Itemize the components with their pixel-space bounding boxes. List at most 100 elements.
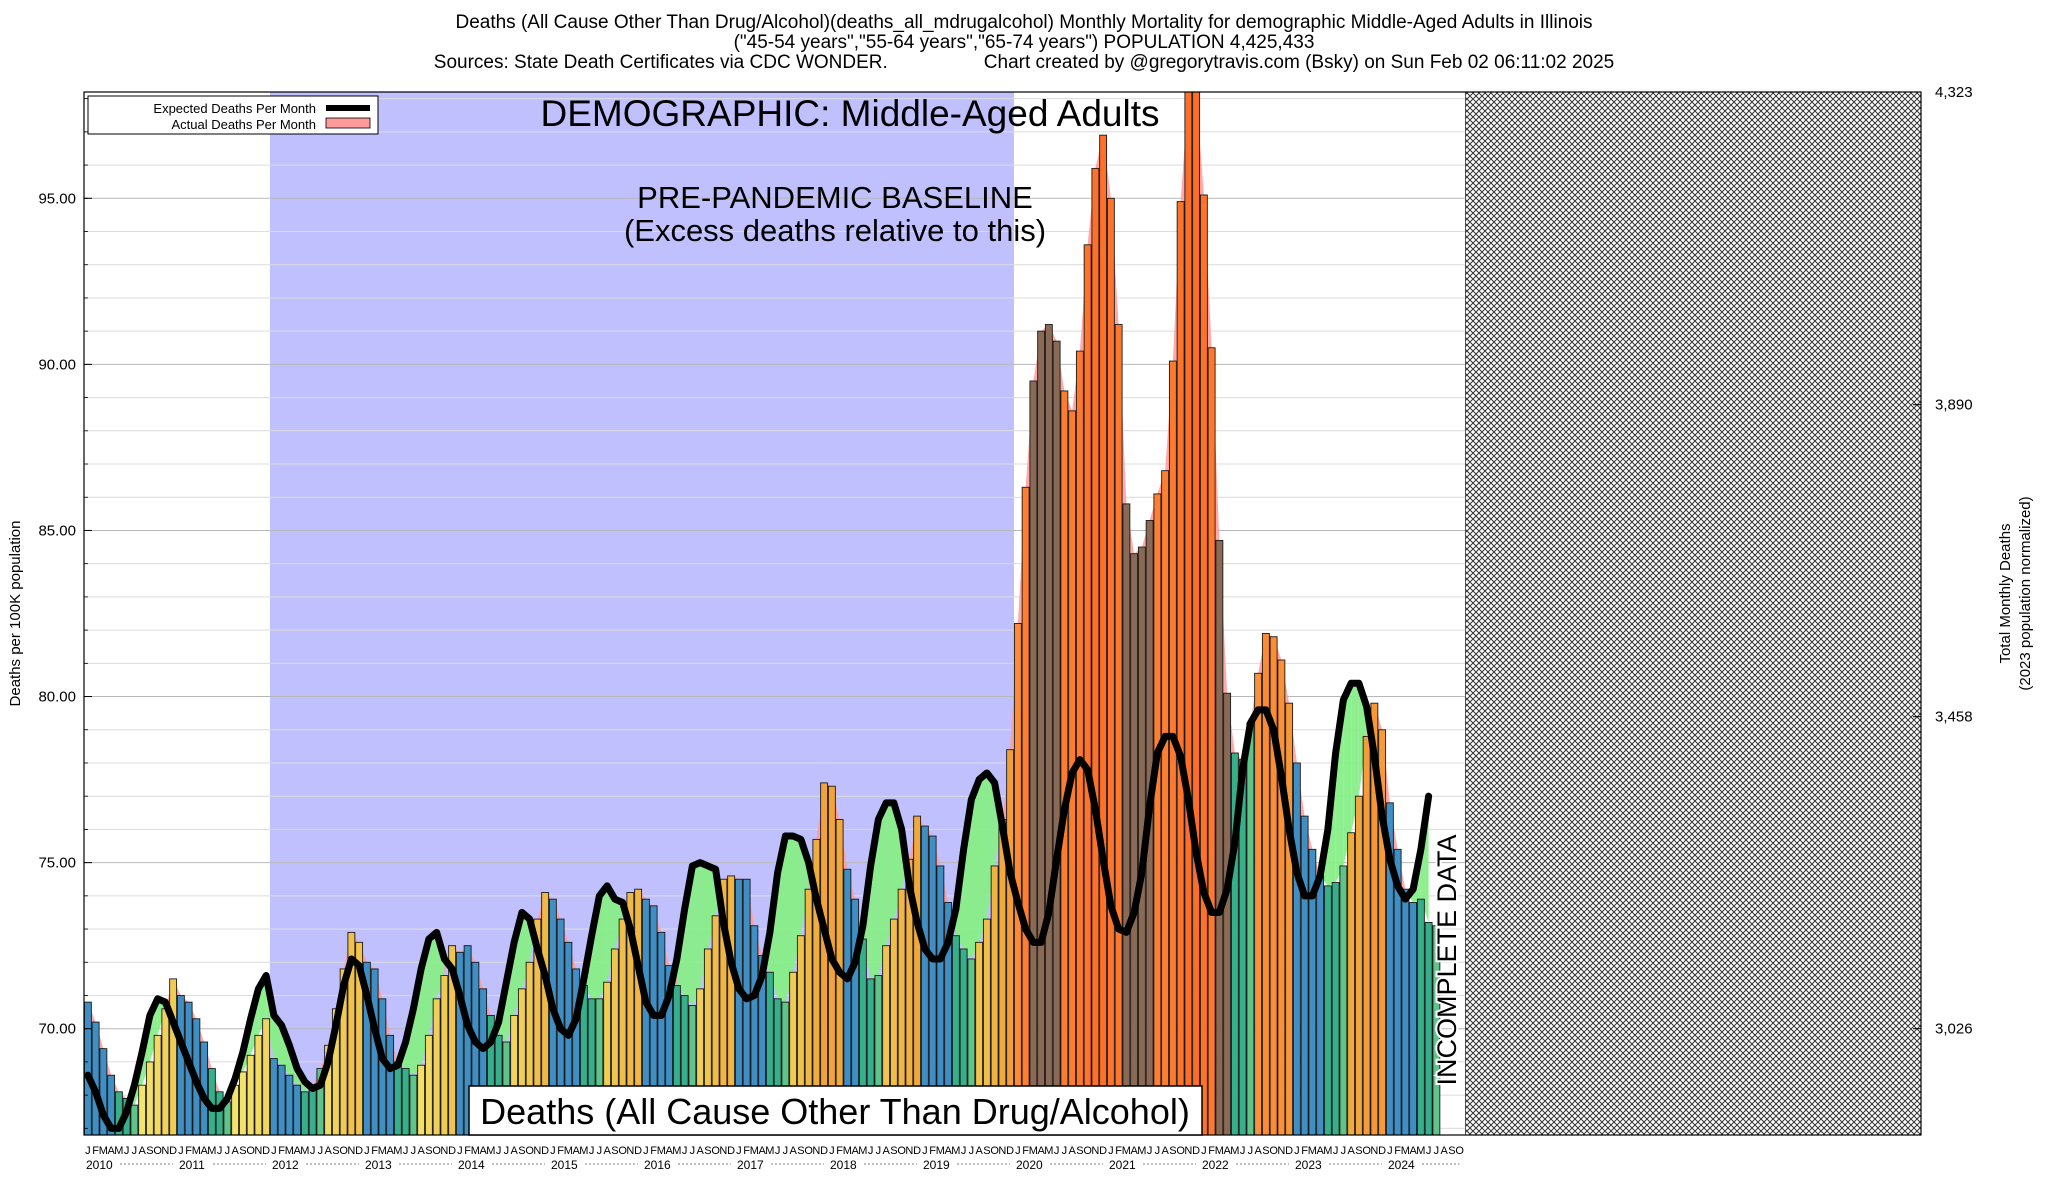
x-month-label: F (464, 1145, 471, 1157)
x-month-label: M (1044, 1145, 1053, 1157)
actual-bar (1161, 470, 1170, 1136)
deficit-area (1351, 683, 1359, 833)
y-axis-label: Deaths per 100K population (7, 521, 24, 707)
x-month-label: A (1316, 1145, 1324, 1157)
x-month-label: J (589, 1145, 595, 1157)
x-year-label: 2011 (179, 1158, 205, 1172)
actual-bar (1269, 636, 1278, 1136)
actual-bar (1130, 553, 1139, 1136)
x-month-label: J (217, 1145, 223, 1157)
right-axis-label-line2: (2023 population normalized) (2017, 496, 2034, 690)
actual-bar (1122, 503, 1131, 1136)
x-month-label: F (371, 1145, 378, 1157)
x-month-label: S (146, 1145, 153, 1157)
x-month-label: S (1169, 1145, 1176, 1157)
x-month-label: M (936, 1145, 945, 1157)
actual-bar (440, 975, 449, 1136)
x-month-label: D (1099, 1145, 1107, 1157)
x-month-label: M (951, 1145, 960, 1157)
x-month-label: F (278, 1145, 285, 1157)
baseline-label-line2: (Excess deaths relative to this) (624, 213, 1046, 248)
x-month-label: F (1208, 1145, 1215, 1157)
x-month-label: O (339, 1145, 348, 1157)
x-month-label: D (1285, 1145, 1293, 1157)
x-month-label: S (797, 1145, 804, 1157)
x-month-label: J (1155, 1145, 1161, 1157)
x-month-label: F (1394, 1145, 1401, 1157)
x-month-label: O (804, 1145, 813, 1157)
x-month-label: D (355, 1145, 363, 1157)
legend-actual-swatch (325, 117, 371, 129)
x-month-label: O (153, 1145, 162, 1157)
x-month-label: O (432, 1145, 441, 1157)
x-month-label: M (99, 1145, 108, 1157)
x-month-label: J (132, 1145, 138, 1157)
actual-bar (1223, 692, 1232, 1136)
demographic-label: DEMOGRAPHIC: Middle-Aged Adults (541, 93, 1160, 134)
x-month-label: J (597, 1145, 603, 1157)
x-month-label: O (618, 1145, 627, 1157)
x-month-label: F (185, 1145, 192, 1157)
x-month-label: J (411, 1145, 417, 1157)
x-month-label: O (1362, 1145, 1371, 1157)
chart-subtitle: ("45-54 years","55-64 years","65-74 year… (733, 32, 1315, 53)
x-month-label: O (711, 1145, 720, 1157)
x-month-label: M (1323, 1145, 1332, 1157)
x-month-label: A (510, 1145, 518, 1157)
deficit-area (971, 779, 980, 959)
x-month-label: N (254, 1145, 262, 1157)
x-month-label: A (572, 1145, 580, 1157)
x-month-label: J (550, 1145, 556, 1157)
x-month-label: A (200, 1145, 208, 1157)
chart-title: Deaths (All Cause Other Than Drug/Alcoho… (455, 12, 1593, 33)
x-year-label: 2017 (737, 1158, 764, 1172)
x-year-label: 2019 (923, 1158, 950, 1172)
x-month-label: S (611, 1145, 618, 1157)
x-month-label: J (271, 1145, 277, 1157)
actual-bar (1060, 390, 1069, 1136)
actual-bar (1184, 91, 1193, 1136)
x-month-label: M (207, 1145, 216, 1157)
y-tick-label: 90.00 (38, 356, 76, 373)
actual-bar (153, 1034, 162, 1136)
right-tick-label: 4,323 (1935, 84, 1973, 101)
actual-bar (1277, 659, 1286, 1136)
x-year-label: 2016 (644, 1158, 671, 1172)
deficit-area (692, 862, 701, 1006)
x-month-label: N (719, 1145, 727, 1157)
deficit-area (607, 885, 615, 983)
actual-bar (238, 1071, 247, 1136)
measure-label: Deaths (All Cause Other Than Drug/Alcoho… (480, 1091, 1190, 1132)
y-tick-label: 95.00 (38, 190, 76, 207)
actual-bar (161, 1008, 170, 1136)
x-year-label: 2021 (1109, 1158, 1136, 1172)
actual-bar (1331, 882, 1340, 1136)
actual-bar (1099, 134, 1108, 1136)
x-month-label: S (1448, 1145, 1455, 1157)
x-month-label: S (890, 1145, 897, 1157)
actual-bar (254, 1034, 263, 1136)
x-year-label: 2018 (830, 1158, 857, 1172)
actual-bar (1044, 324, 1053, 1136)
y-tick-label: 80.00 (38, 689, 76, 706)
x-month-label: N (440, 1145, 448, 1157)
x-month-label: D (820, 1145, 828, 1157)
actual-bar (1246, 722, 1255, 1136)
actual-bar (432, 998, 441, 1136)
x-month-label: J (457, 1145, 463, 1157)
deficit-area (428, 932, 437, 1036)
x-month-label: J (124, 1145, 130, 1157)
x-month-label: A (975, 1145, 983, 1157)
y-tick-label: 70.00 (38, 1021, 76, 1038)
x-month-label: J (1062, 1145, 1068, 1157)
actual-bar (1176, 201, 1185, 1136)
x-month-label: A (851, 1145, 859, 1157)
x-month-label: N (1277, 1145, 1285, 1157)
actual-bar (169, 978, 178, 1136)
x-month-label: N (626, 1145, 634, 1157)
x-month-label: A (231, 1145, 239, 1157)
actual-bar (1285, 702, 1294, 1136)
x-month-label: N (161, 1145, 169, 1157)
x-month-label: J (1201, 1145, 1207, 1157)
